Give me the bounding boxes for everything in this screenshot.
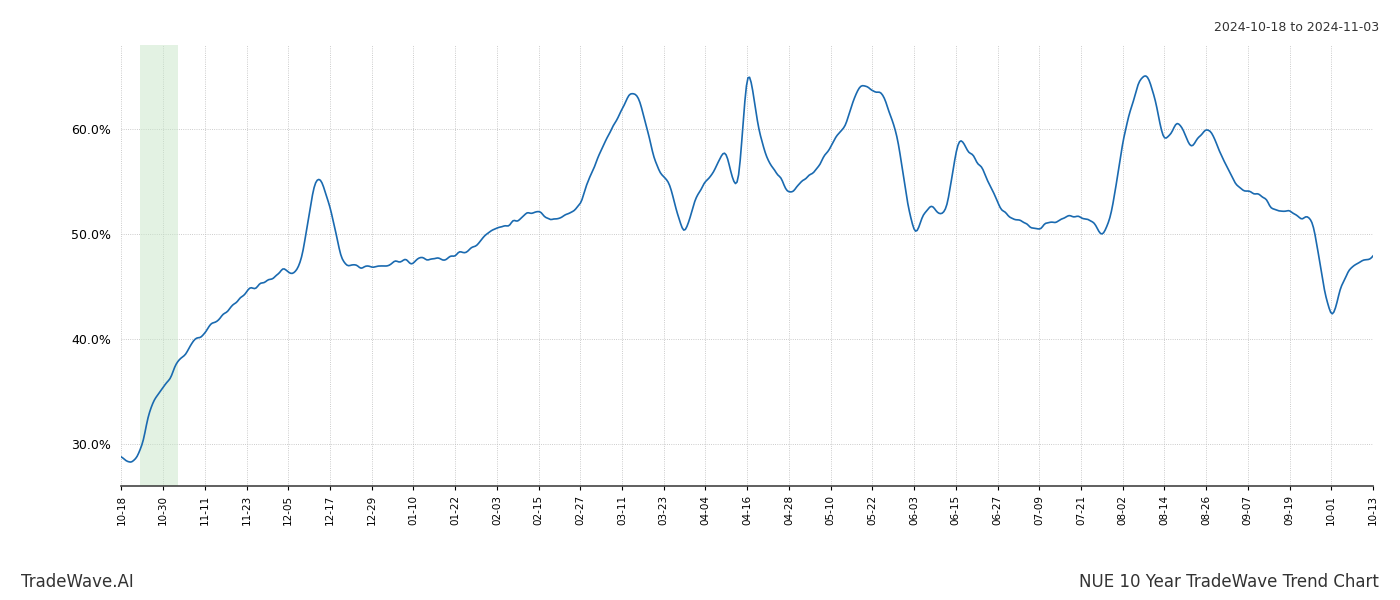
Text: 2024-10-18 to 2024-11-03: 2024-10-18 to 2024-11-03 <box>1214 21 1379 34</box>
Text: TradeWave.AI: TradeWave.AI <box>21 573 134 591</box>
Text: NUE 10 Year TradeWave Trend Chart: NUE 10 Year TradeWave Trend Chart <box>1079 573 1379 591</box>
Bar <box>140 45 178 486</box>
